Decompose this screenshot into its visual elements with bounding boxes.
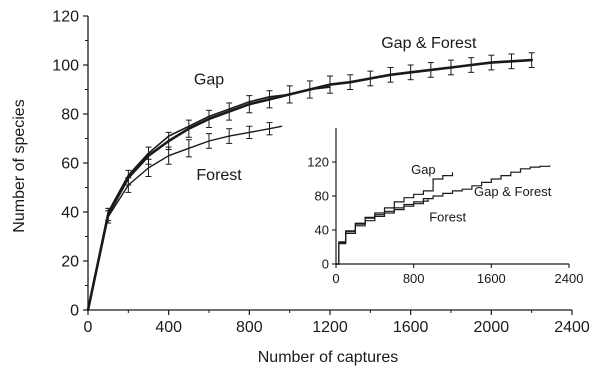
main-error-bars — [105, 52, 535, 224]
error-bar-forest — [105, 210, 112, 224]
inset-series-line-forest — [336, 199, 429, 265]
inset-series-lines — [336, 165, 551, 265]
error-bar-gap-forest — [286, 85, 293, 104]
error-bar-gap-forest — [327, 75, 333, 94]
error-bar-gap-forest — [528, 52, 535, 68]
inset-y-tick-label: 40 — [315, 223, 329, 238]
y-tick-label: 0 — [70, 303, 79, 320]
error-bar-forest — [125, 177, 132, 193]
inset-axes — [300, 122, 577, 292]
inset-x-tick-label: 0 — [332, 271, 339, 286]
x-tick-label: 2000 — [474, 319, 510, 336]
inset-x-tick-label: 1600 — [477, 271, 506, 286]
error-bar-forest — [246, 125, 253, 139]
inset-background — [300, 122, 577, 292]
y-axis-title: Number of species — [11, 99, 28, 232]
y-tick-label: 20 — [61, 254, 79, 271]
error-bar-gap-forest — [407, 64, 414, 81]
error-bar-gap-forest — [387, 66, 394, 83]
inset-annotation-gap-forest: Gap & Forest — [474, 184, 552, 199]
error-bar-gap-forest — [468, 57, 475, 73]
series-line-forest — [87, 125, 283, 311]
error-bar-gap-forest — [367, 70, 374, 87]
error-bar-gap-forest — [488, 54, 495, 71]
error-bar-forest — [145, 158, 152, 177]
error-bar-gap-forest — [448, 59, 454, 76]
main-axes — [83, 15, 573, 315]
error-bar-gap-forest — [427, 62, 434, 78]
error-bar-forest — [185, 139, 192, 158]
inset-series-annotations: Gap Gap & Forest Forest — [411, 162, 552, 225]
error-bar-forest — [206, 133, 212, 149]
x-tick-label: 2400 — [554, 319, 590, 336]
error-bar-gap-forest — [226, 102, 233, 121]
inset-series-line-gap — [336, 172, 454, 265]
inset-y-tick-label: 0 — [322, 257, 329, 272]
x-tick-label: 800 — [236, 319, 263, 336]
y-tick-label: 60 — [61, 156, 79, 173]
y-tick-label: 40 — [61, 205, 79, 222]
error-bar-gap-forest — [347, 74, 354, 90]
x-tick-label: 400 — [155, 319, 182, 336]
x-tick-label: 1200 — [312, 319, 348, 336]
main-series-annotations: Gap & Forest Gap Forest — [194, 35, 477, 184]
error-bar-gap-forest — [508, 53, 515, 70]
y-tick-label: 120 — [52, 9, 79, 26]
inset-plot: 0 40 80 120 0 800 1600 2400 Gap Gap & Forest Fore… — [300, 122, 583, 292]
error-bar-forest — [266, 122, 273, 136]
inset-annotation-forest: Forest — [429, 210, 466, 225]
inset-y-tick-label: 120 — [307, 155, 329, 170]
error-bar-gap-forest — [306, 80, 313, 99]
error-bar-gap-forest — [185, 119, 192, 138]
y-tick-label: 80 — [61, 107, 79, 124]
inset-tick-labels: 0 40 80 120 0 800 1600 2400 — [307, 155, 583, 287]
error-bar-forest — [165, 146, 172, 165]
error-bar-forest — [226, 128, 233, 144]
annotation-gap: Gap — [194, 72, 224, 89]
x-axis-title: Number of captures — [258, 349, 399, 366]
inset-annotation-gap: Gap — [411, 162, 436, 177]
y-tick-label: 100 — [52, 58, 79, 75]
x-tick-label: 1600 — [393, 319, 429, 336]
error-bar-gap-forest — [206, 109, 212, 128]
inset-x-tick-label: 800 — [403, 271, 425, 286]
annotation-forest: Forest — [196, 167, 242, 184]
inset-x-tick-label: 2400 — [555, 271, 584, 286]
annotation-gap-forest: Gap & Forest — [381, 35, 477, 52]
error-bar-gap-forest — [266, 90, 273, 109]
inset-y-tick-label: 80 — [315, 189, 329, 204]
x-tick-label: 0 — [84, 319, 93, 336]
error-bar-gap-forest — [246, 95, 253, 114]
